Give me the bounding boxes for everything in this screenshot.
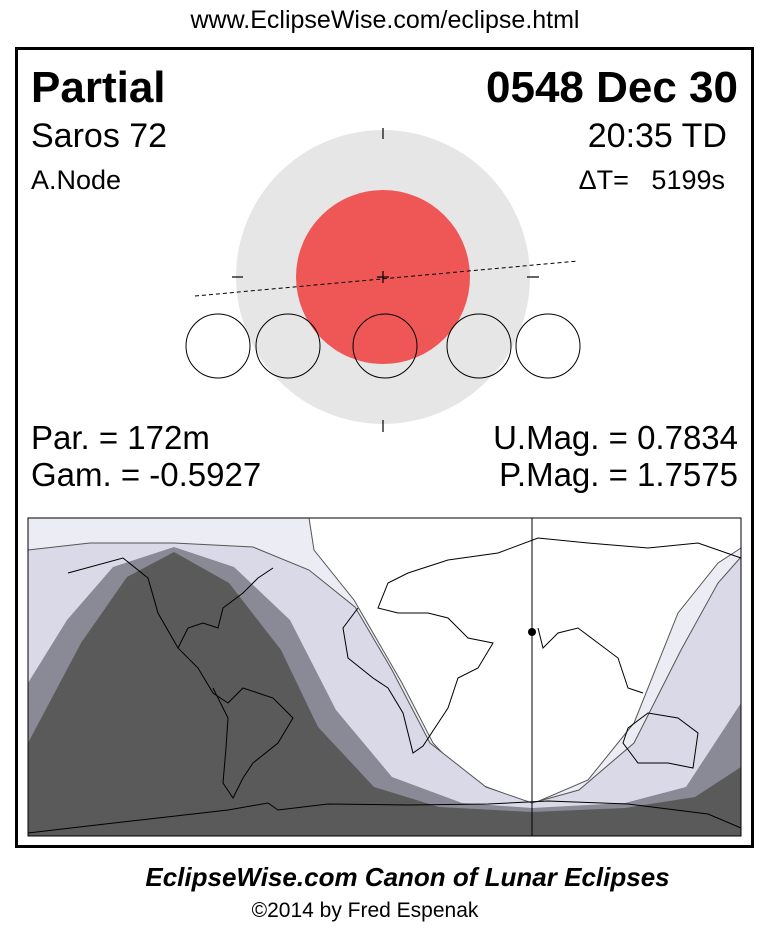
penumbral-magnitude: P.Mag. = 1.7575 [499, 456, 738, 493]
delta-t: ΔT= 5199s [578, 165, 725, 195]
moon-u1 [255, 313, 321, 379]
gamma-value: Gam. = -0.5927 [31, 456, 262, 493]
map-border [27, 517, 742, 837]
node-label: A.Node [31, 165, 122, 195]
visibility-map [27, 517, 742, 837]
axis-ticks [232, 128, 539, 432]
eurasia-africa-coastline [342, 537, 742, 769]
moon-greatest [352, 313, 418, 379]
eclipse-time: 20:35 TD [587, 117, 727, 155]
moon-p1 [185, 313, 251, 379]
moon-positions [185, 313, 581, 379]
eclipse-panel-frame [15, 47, 754, 848]
footer-title: EclipseWise.com Canon of Lunar Eclipses [145, 862, 670, 892]
sublunar-point-marker [528, 628, 536, 636]
partial-duration: Par. = 172m [31, 419, 210, 456]
saros-number: Saros 72 [31, 117, 168, 155]
source-url: www.EclipseWise.com/eclipse.html [190, 6, 580, 34]
ecliptic-line [194, 260, 579, 297]
moon-u4 [446, 313, 512, 379]
map-night-zone [28, 552, 741, 836]
eclipse-type: Partial [31, 63, 166, 112]
umbral-magnitude: U.Mag. = 0.7834 [493, 419, 738, 456]
antarctica-coastline [27, 800, 742, 834]
footer-copyright: ©2014 by Fred Espenak [251, 899, 479, 922]
americas-coastline [67, 557, 294, 799]
eclipse-date: 0548 Dec 30 [486, 63, 738, 112]
moon-p4 [515, 313, 581, 379]
